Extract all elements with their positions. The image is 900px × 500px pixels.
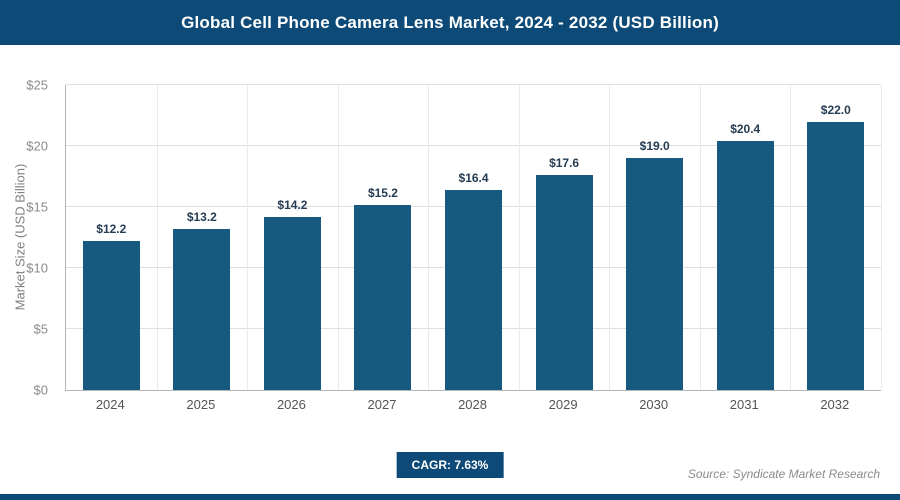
source-text: Source: Syndicate Market Research [687, 467, 880, 481]
bar-cell-2026: $14.2 [247, 85, 338, 390]
x-axis-ticks: 2024 2025 2026 2027 2028 2029 2030 2031 2032 [65, 397, 880, 412]
bar-2032 [807, 121, 865, 390]
v-gridline [518, 85, 520, 390]
x-tick-label: 2029 [548, 397, 578, 412]
y-tick-label: $0 [33, 382, 48, 398]
v-gridline [156, 85, 158, 390]
bar-2031 [716, 141, 774, 390]
v-gridline [337, 85, 339, 390]
bar-value-label: $13.2 [186, 209, 217, 224]
x-tick-label: 2032 [820, 397, 850, 412]
x-tick-label: 2028 [458, 397, 487, 412]
bar-2029 [535, 175, 593, 390]
v-gridline [247, 85, 249, 390]
bar-value-label: $14.2 [277, 197, 308, 212]
y-tick-label: $10 [26, 260, 48, 276]
h-gridline [66, 145, 881, 146]
bar-value-label: $16.4 [458, 170, 489, 185]
bar-value-label: $12.2 [96, 222, 127, 237]
bar-2027 [354, 204, 412, 390]
plot-area: $12.2 $13.2 $14.2 $15.2 $16.4 $17.6 $19.0 $20.4… [65, 84, 882, 391]
bar-2028 [445, 189, 503, 390]
bar-value-label: $17.6 [549, 156, 580, 171]
bar-2030 [626, 158, 684, 390]
x-tick-label: 2024 [95, 397, 125, 412]
bar-2025 [173, 228, 231, 390]
h-gridline [66, 84, 881, 85]
x-tick-label: 2025 [186, 397, 216, 412]
x-tick-label: 2026 [276, 397, 306, 412]
bottom-accent-strip [0, 494, 900, 500]
bar-value-label: $19.0 [639, 139, 670, 154]
bar-cell-2029: $17.6 [519, 85, 610, 390]
cagr-badge: CAGR: 7.63% [396, 452, 504, 478]
chart-title-bar: Global Cell Phone Camera Lens Market, 20… [0, 0, 900, 45]
bar-cell-2025: $13.2 [157, 85, 248, 390]
v-gridline [609, 85, 611, 390]
bar-value-label: $15.2 [367, 185, 398, 200]
bar-value-label: $20.4 [730, 122, 761, 137]
bars-layer: $12.2 $13.2 $14.2 $15.2 $16.4 $17.6 $19.0 $20.4… [66, 85, 881, 390]
y-axis-ticks: $0 $5 $10 $15 $20 $25 [0, 78, 58, 398]
bar-cell-2031: $20.4 [700, 85, 791, 390]
bar-value-label: $22.0 [820, 102, 851, 117]
chart-title: Global Cell Phone Camera Lens Market, 20… [181, 12, 719, 32]
v-gridline [790, 85, 792, 390]
v-gridline [428, 85, 430, 390]
v-gridline [699, 85, 701, 390]
x-tick-label: 2027 [367, 397, 397, 412]
x-tick-label: 2031 [729, 397, 759, 412]
bar-cell-2032: $22.0 [791, 85, 882, 390]
y-tick-label: $15 [26, 199, 48, 215]
bar-cell-2028: $16.4 [428, 85, 519, 390]
x-tick-label: 2030 [639, 397, 669, 412]
y-tick-label: $20 [26, 138, 48, 154]
bar-cell-2030: $19.0 [609, 85, 700, 390]
bar-cell-2027: $15.2 [338, 85, 429, 390]
bar-2024 [82, 241, 140, 390]
y-tick-label: $5 [33, 321, 48, 337]
y-tick-label: $25 [26, 77, 48, 93]
v-gridline [881, 85, 882, 390]
bar-cell-2024: $12.2 [66, 85, 157, 390]
bar-2026 [263, 216, 321, 390]
